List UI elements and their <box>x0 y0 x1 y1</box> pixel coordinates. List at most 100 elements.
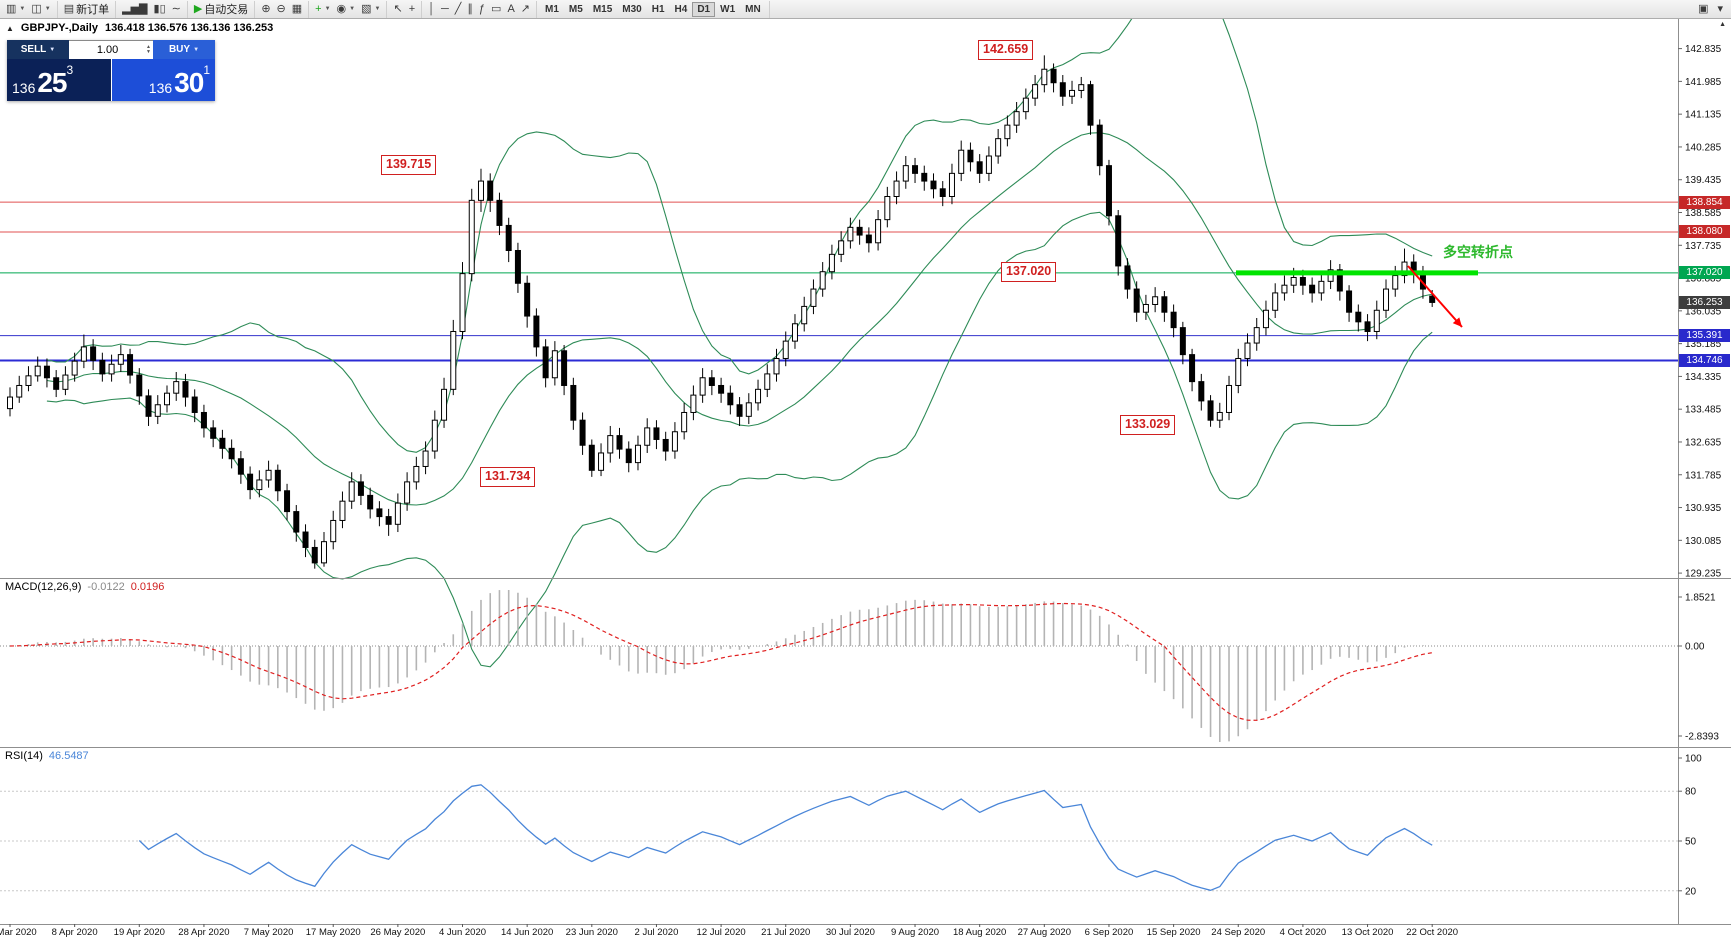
symbol-period-label: GBPJPY-,Daily <box>20 22 98 34</box>
zoom-out-icon[interactable]: ⊖ <box>276 2 286 15</box>
rsi-axis-label: 80 <box>1685 787 1697 798</box>
time-axis-label: 27 Aug 2020 <box>1018 927 1071 938</box>
chart-price-label[interactable]: 137.020 <box>1001 262 1057 282</box>
time-axis-label: 13 Oct 2020 <box>1342 927 1394 938</box>
time-axis-label: 2 Jul 2020 <box>635 927 679 938</box>
new-order-button[interactable]: ▤ 新订单 <box>63 2 110 16</box>
price-axis-label: 130.085 <box>1685 536 1722 547</box>
macd-title: MACD(12,26,9) <box>5 581 82 593</box>
rsi-axis-label: 100 <box>1685 754 1702 765</box>
arrow-object[interactable] <box>1407 265 1463 328</box>
time-axis-label: 6 Sep 2020 <box>1085 927 1134 938</box>
chart-annotation-text[interactable]: 多空转折点 <box>1443 244 1513 260</box>
time-axis-label: 17 May 2020 <box>306 927 361 938</box>
price-axis-label: 135.185 <box>1685 339 1722 350</box>
time-axis-label: 15 Sep 2020 <box>1147 927 1201 938</box>
time-axis-label: 4 Oct 2020 <box>1280 927 1326 938</box>
toolbar-group: + ▼ ◉ ▼ ▧ ▼ <box>309 0 388 18</box>
line-chart-icon[interactable]: ∼ <box>171 2 181 15</box>
macd-axis-label: 1.8521 <box>1685 593 1716 604</box>
timeframe-button-M15[interactable]: M15 <box>592 3 613 15</box>
menu-more-icon[interactable]: ▾ <box>1717 2 1723 15</box>
bollinger-middle-band <box>46 132 1433 506</box>
chart-price-label[interactable]: 142.659 <box>978 40 1034 60</box>
profiles-icon[interactable]: ◫ ▼ <box>31 2 51 15</box>
time-axis-label: 28 Apr 2020 <box>178 927 229 938</box>
price-axis-label: 141.135 <box>1685 110 1722 121</box>
text-label-icon[interactable]: A <box>507 2 515 15</box>
tile-windows-icon[interactable]: ▦ <box>291 2 303 15</box>
time-axis-label: 21 Jul 2020 <box>761 927 810 938</box>
price-axis-label: 139.435 <box>1685 175 1722 186</box>
buy-button[interactable]: BUY ▼ <box>153 40 215 59</box>
macd-histogram <box>18 590 1433 742</box>
sell-button[interactable]: SELL ▼ <box>7 40 69 59</box>
bid-price-button[interactable]: 136 25 3 <box>7 59 111 101</box>
ohlc-values: 136.418 136.576 136.136 136.253 <box>104 22 274 34</box>
rsi-axis-label: 50 <box>1685 837 1697 848</box>
shapes-icon[interactable]: ▭ <box>491 2 502 15</box>
navigator-icon[interactable]: ◉ ▼ <box>336 2 356 15</box>
time-axis-label: 9 Aug 2020 <box>891 927 939 938</box>
toolbar-group: ⊕ ⊖ ▦ <box>255 0 310 18</box>
zoom-in-icon[interactable]: ⊕ <box>261 2 271 15</box>
volume-input[interactable] <box>69 43 147 57</box>
timeframe-button-D1[interactable]: D1 <box>692 1 716 17</box>
timeframe-button-MN[interactable]: MN <box>745 3 761 15</box>
bid-big-digits: 25 <box>37 67 67 98</box>
arrow-tool-icon[interactable]: ↗ <box>520 2 531 15</box>
new-chart-icon[interactable]: ▥ ▼ <box>6 2 26 15</box>
horizontal-line-icon[interactable]: ─ <box>441 2 449 15</box>
volume-spinner[interactable]: ▲ ▼ <box>146 44 151 55</box>
buy-label: BUY <box>168 44 191 55</box>
macd-main-value: -0.0122 <box>87 581 125 593</box>
ask-price-button[interactable]: 136 30 1 <box>111 59 215 101</box>
time-axis-label: 7 May 2020 <box>244 927 294 938</box>
chart-price-label[interactable]: 139.715 <box>381 155 437 175</box>
toolbar-group: │ ─ ╱ ∥ ƒ ▭ A ↗ <box>422 0 538 18</box>
timeframe-button-M30[interactable]: M30 <box>622 3 642 15</box>
toolbar-group: ▥ ▼ ◫ ▼ <box>0 0 58 18</box>
rsi-line <box>138 784 1433 891</box>
rsi-panel-title: RSI(14) 46.5487 <box>5 750 89 762</box>
arrow-head-icon <box>1452 317 1462 327</box>
price-axis-label: 142.835 <box>1685 44 1722 55</box>
cursor-icon[interactable]: ↖ <box>393 2 403 15</box>
bollinger-lower-band <box>46 211 1433 668</box>
timeframe-button-M1[interactable]: M1 <box>545 3 559 15</box>
candlestick-chart-icon[interactable]: ▮▯ <box>153 2 166 15</box>
vertical-line-icon[interactable]: │ <box>428 2 435 15</box>
time-axis: 30 Mar 2020 8 Apr 2020 19 Apr 2020 28 Apr 2… <box>0 924 1458 938</box>
timeframe-button-W1[interactable]: W1 <box>720 3 736 15</box>
bid-superscript: 3 <box>66 63 74 77</box>
timeframe-button-M5[interactable]: M5 <box>568 3 583 15</box>
autotrade-button[interactable]: ▶ 自动交易 <box>193 2 249 16</box>
chart-price-label[interactable]: 131.734 <box>480 467 536 487</box>
symbol-marker-icon: ▲ <box>6 23 14 33</box>
toolbar-right: ▣ ▾ <box>1696 1 1731 17</box>
chart-shift-icon[interactable]: ▣ <box>1698 2 1709 15</box>
trendline-icon[interactable]: ╱ <box>454 2 462 15</box>
time-axis-label: 19 Apr 2020 <box>114 927 165 938</box>
templates-icon[interactable]: ▧ ▼ <box>361 2 381 15</box>
timeframe-button-H4[interactable]: H4 <box>674 3 688 15</box>
chart-price-label[interactable]: 133.029 <box>1120 415 1176 435</box>
indicators-icon[interactable]: + ▼ <box>315 2 331 15</box>
ask-superscript: 1 <box>203 63 210 77</box>
timeframe-button-H1[interactable]: H1 <box>651 3 665 15</box>
sell-caret-icon: ▼ <box>49 46 56 53</box>
ask-prefix: 136 <box>148 80 173 96</box>
time-axis-label: 14 Jun 2020 <box>501 927 553 938</box>
channel-icon[interactable]: ∥ <box>467 2 473 15</box>
price-axis: 142.835 141.985 141.135 140.285 139.435 138.5… <box>1678 44 1722 897</box>
fibonacci-icon[interactable]: ƒ <box>478 2 486 15</box>
crosshair-icon[interactable]: + <box>408 2 416 15</box>
time-axis-label: 8 Apr 2020 <box>52 927 98 938</box>
macd-signal-value: 0.0196 <box>130 581 165 593</box>
volume-field[interactable]: ▲▼ <box>69 40 153 59</box>
scroll-top-icon[interactable]: ▲ <box>1719 21 1726 28</box>
bar-chart-icon[interactable]: ▂▅▇ <box>122 2 148 15</box>
time-axis-label: 4 Jun 2020 <box>439 927 486 938</box>
